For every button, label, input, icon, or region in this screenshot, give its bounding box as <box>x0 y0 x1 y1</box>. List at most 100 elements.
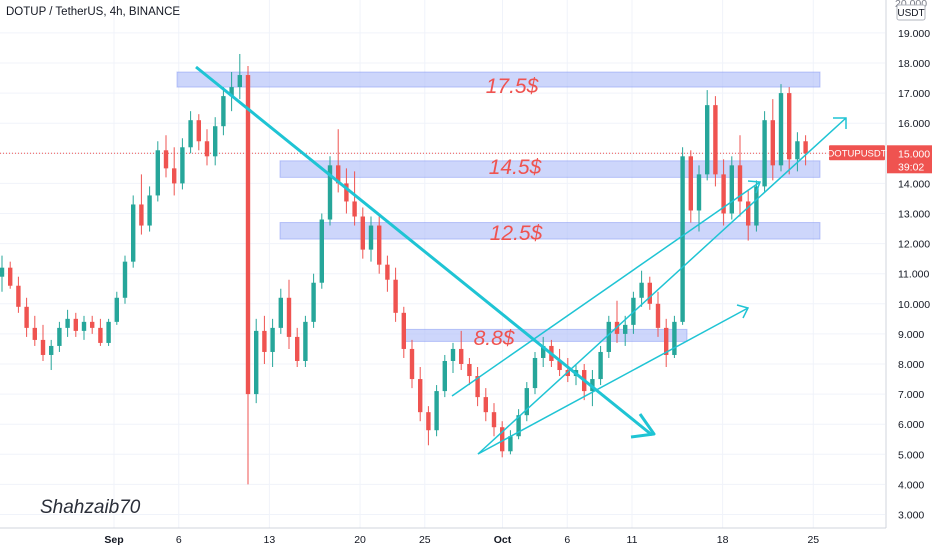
candle-body <box>688 156 693 211</box>
channel-line-top[interactable] <box>451 181 761 397</box>
candle-body <box>795 141 800 160</box>
candle-body <box>155 150 160 196</box>
level-label: 8.8$ <box>474 327 515 350</box>
candle-body <box>491 412 497 428</box>
price-tick-label: 11.000 <box>898 269 929 281</box>
price-badge <box>887 145 932 174</box>
candle-body <box>737 165 743 202</box>
candle-body <box>598 351 603 380</box>
candle-body <box>770 120 775 166</box>
candle-body <box>131 204 136 262</box>
candle-body <box>8 267 13 286</box>
candle-body <box>459 348 464 364</box>
candle-body <box>680 156 685 322</box>
price-tick-label: 13.000 <box>898 209 930 221</box>
candle-body <box>221 96 226 127</box>
candle-body <box>450 348 456 361</box>
candle-body <box>49 345 54 355</box>
candle-body <box>401 312 406 349</box>
time-axis[interactable]: Sep 6 13 20 25 Oct 6 11 18 25 <box>104 534 819 546</box>
candle-body <box>344 183 349 202</box>
candle-body <box>721 174 726 214</box>
candle-body <box>57 327 62 346</box>
price-axis-bg <box>886 0 932 550</box>
candle-body <box>467 364 472 377</box>
candle-body <box>655 303 661 328</box>
candle-body <box>541 345 546 358</box>
candle-body <box>426 412 431 431</box>
candle-body <box>0 267 5 277</box>
candle-body <box>393 279 398 313</box>
candle-body <box>729 165 734 214</box>
candle-body <box>295 336 300 361</box>
candle-body <box>647 282 652 304</box>
price-tick-label: 12.000 <box>898 239 930 251</box>
candle-body <box>565 370 570 377</box>
time-tick-label: Sep <box>104 534 123 546</box>
price-tick-label: 7.000 <box>898 389 924 401</box>
candle-body <box>434 391 439 431</box>
candle-body <box>114 297 119 322</box>
price-tick-label: 8.000 <box>898 359 924 371</box>
time-tick-label: 6 <box>176 534 182 546</box>
candle-body <box>172 168 177 184</box>
symbol-title[interactable]: DOTUP / TetherUS, 4h, BINANCE <box>6 6 181 18</box>
unit-box <box>896 4 926 21</box>
candle-body <box>16 285 21 307</box>
ascending-line-upper[interactable] <box>477 117 847 455</box>
time-tick-label: 20 <box>354 534 366 546</box>
candle-body <box>229 87 234 97</box>
candle-body <box>442 360 447 392</box>
candle-body <box>32 327 37 340</box>
candle-body <box>90 321 95 328</box>
price-axis-unit: USDT <box>897 8 924 19</box>
candle-body <box>262 330 267 352</box>
candle-body <box>409 348 415 380</box>
candle-body <box>672 321 677 355</box>
price-tick-label: 5.000 <box>898 449 924 461</box>
downtrend-line[interactable] <box>195 65 653 437</box>
candle-body <box>754 186 759 226</box>
candle-body <box>204 141 210 157</box>
candle-body <box>278 297 283 328</box>
arrow-head-icon <box>736 304 750 319</box>
candle-body <box>65 318 70 328</box>
channel-line-bottom[interactable] <box>477 307 749 455</box>
author-watermark: Shahzaib70 <box>40 497 141 518</box>
candle-body <box>418 379 423 413</box>
candle-body <box>81 321 87 331</box>
candle-body <box>557 360 562 371</box>
candle-body <box>73 318 78 331</box>
candle-body <box>483 397 488 413</box>
candle-body <box>237 75 242 88</box>
price-tick-label: 4.000 <box>898 479 924 491</box>
price-tick-label: 3.000 <box>898 510 924 522</box>
candle-body <box>705 105 710 175</box>
candle-body <box>623 324 628 334</box>
level-label: 17.5$ <box>486 75 539 98</box>
candle-body <box>106 321 111 343</box>
symbol-badge-label: DOTUPUSDT <box>827 148 886 159</box>
bar-countdown: 39:02 <box>898 161 924 173</box>
candle-body <box>524 388 529 416</box>
candle-body <box>532 357 538 389</box>
candle-body <box>336 165 341 184</box>
candle-body <box>508 436 513 452</box>
time-tick-label: 25 <box>419 534 431 546</box>
level-zone[interactable] <box>176 71 821 88</box>
time-tick-label: 25 <box>807 534 819 546</box>
candle-body <box>664 327 669 355</box>
symbol-badge <box>829 145 885 161</box>
candle-body <box>787 93 792 160</box>
candle-body <box>303 321 308 361</box>
price-tick-label: 14.000 <box>898 178 930 190</box>
candle-body <box>319 219 324 283</box>
level-label: 14.5$ <box>489 156 542 179</box>
candle-body <box>24 306 29 328</box>
candle-body <box>360 216 365 250</box>
level-zone[interactable] <box>279 160 821 178</box>
time-tick-label: 11 <box>627 534 638 546</box>
